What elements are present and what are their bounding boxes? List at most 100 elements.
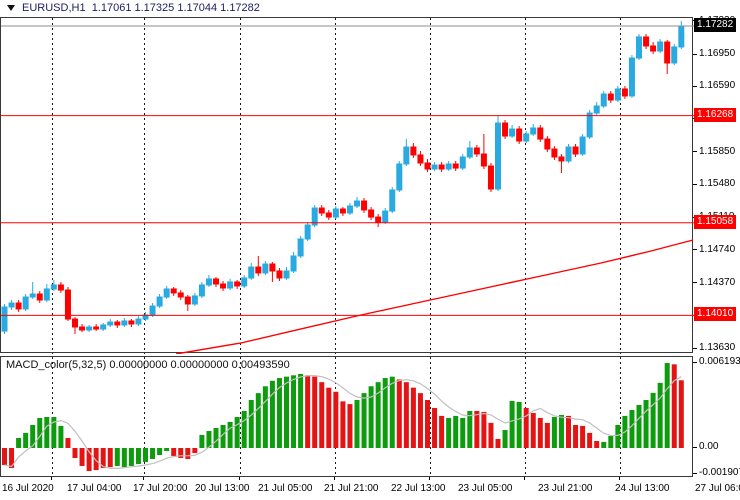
macd-bar-up [44, 416, 50, 448]
bull-candle [678, 20, 685, 49]
bull-candle [198, 281, 205, 298]
candle-body [523, 133, 530, 142]
bull-candle [657, 39, 664, 53]
candle-body [128, 320, 135, 325]
candle-body [191, 295, 198, 305]
macd-bar-down [594, 441, 600, 448]
macd-bar-up [262, 386, 268, 448]
macd-bar-down [100, 448, 106, 469]
bull-candle [205, 274, 212, 288]
bear-candle [551, 146, 558, 160]
macd-bar-up [650, 392, 656, 448]
candle-body [480, 153, 487, 167]
candle-body [290, 255, 297, 272]
macd-bar-down [474, 410, 480, 448]
candle-body [93, 326, 100, 330]
bear-candle [184, 294, 191, 311]
candle-body [551, 148, 558, 158]
bull-candle [107, 319, 114, 327]
macd-bar-up [467, 410, 473, 448]
candle-body [304, 224, 311, 240]
bull-candle [396, 160, 403, 193]
price-axis[interactable]: 1.173301.169501.165901.162201.158501.154… [693, 15, 740, 357]
bull-candle [530, 124, 537, 137]
macd-bar-down [326, 387, 332, 448]
macd-bar-down [347, 404, 353, 448]
candle-body [346, 205, 353, 214]
bear-candle [213, 277, 219, 288]
price-tick-label: 1.15850 [699, 145, 736, 157]
time-tick-mark [143, 477, 144, 480]
bull-candle [8, 300, 15, 311]
resistance-level-badge: 1.16268 [694, 107, 737, 122]
macd-bar-up [446, 417, 452, 448]
candle-body [8, 302, 15, 308]
macd-bars-group [2, 363, 684, 472]
time-label: 21 Jul 05:00 [258, 483, 313, 494]
macd-bar-down [410, 387, 416, 448]
macd-values: 0.00000000 0.00000000 0.00493590 [106, 359, 290, 371]
candle-body [438, 164, 445, 170]
macd-indicator-label: MACD_color(5,32,5) 0.00000000 0.00000000… [6, 359, 290, 371]
bull-candle [332, 205, 339, 219]
macd-bar-down [544, 422, 550, 448]
bull-candle [311, 205, 318, 228]
macd-bar-down [425, 399, 430, 448]
candle-body [572, 146, 579, 155]
macd-bar-down [566, 415, 571, 448]
candle-body [537, 127, 544, 140]
quote-values: 1.17061 1.17325 1.17044 1.17282 [85, 2, 260, 14]
bear-candle [93, 323, 100, 332]
macd-bar-up [558, 414, 564, 448]
bull-candle [671, 44, 678, 66]
candle-body [565, 146, 572, 162]
candle-body [495, 122, 501, 190]
bull-candle [586, 110, 593, 140]
candle-body [445, 163, 452, 170]
time-axis[interactable]: 16 Jul 2020 17 Jul 04:00 17 Jul 20:00 20 Ju… [0, 477, 740, 500]
candle-body [628, 57, 635, 97]
bear-candle [607, 91, 614, 104]
macd-bar-up [453, 415, 459, 448]
time-tick-mark [429, 477, 430, 480]
macd-bar-up [361, 393, 367, 448]
macd-bar-up [248, 399, 254, 448]
mid-level-badge: 1.15058 [694, 214, 737, 229]
bear-candle [516, 126, 523, 144]
time-label: 24 Jul 13:00 [615, 483, 670, 494]
bull-candle [593, 101, 600, 115]
candle-body [198, 284, 205, 297]
symbol-collapse-icon[interactable] [7, 5, 15, 11]
macd-bar-up [227, 421, 233, 448]
macd-bar-down [396, 379, 402, 448]
candle-body [657, 41, 664, 52]
macd-tick-label: 0.00 [699, 441, 719, 452]
bear-candle [361, 198, 368, 213]
candle-body [213, 278, 219, 285]
macd-indicator-area[interactable] [0, 356, 693, 478]
candle-body [396, 163, 403, 191]
macd-bar-up [516, 401, 522, 448]
bear-candle [480, 133, 487, 170]
price-chart-area[interactable] [0, 17, 694, 354]
macd-bar-up [128, 448, 134, 466]
candle-body [29, 293, 36, 298]
trendline[interactable] [175, 239, 694, 354]
price-tick-label: 1.16590 [699, 80, 736, 92]
candle-body [558, 156, 565, 162]
time-label: 17 Jul 20:00 [133, 483, 188, 494]
bear-candle [318, 205, 325, 216]
macd-bar-down [678, 380, 684, 448]
time-tick-mark [51, 477, 52, 480]
bear-candle [72, 316, 78, 334]
macd-bar-up [143, 448, 148, 462]
macd-axis[interactable]: 0.0061936 0.00 -0.001907 [693, 356, 740, 478]
macd-bar-up [220, 424, 226, 448]
candle-body [205, 278, 212, 286]
bull-candle [523, 130, 530, 144]
chart-title: EURUSD,H1 1.17061 1.17325 1.17044 1.1728… [22, 2, 260, 14]
price-tick-label: 1.14740 [699, 243, 736, 255]
macd-bar-down [65, 437, 71, 448]
time-label: 21 Jul 21:00 [324, 483, 379, 494]
